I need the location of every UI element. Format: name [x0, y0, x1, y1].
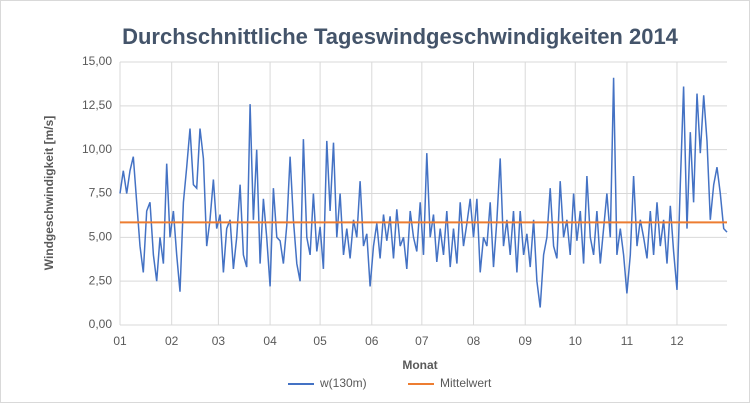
- y-tick-label: 0,00: [89, 317, 113, 331]
- x-tick-label: 09: [519, 334, 533, 348]
- x-tick-label: 05: [313, 334, 327, 348]
- y-tick-label: 12,50: [82, 98, 112, 112]
- y-tick-label: 2,50: [89, 273, 113, 287]
- legend-label: w(130m): [319, 376, 367, 390]
- y-tick-label: 10,00: [82, 142, 112, 156]
- y-tick-label: 5,00: [89, 230, 113, 244]
- y-tick-label: 15,00: [82, 54, 112, 68]
- x-tick-label: 12: [670, 334, 684, 348]
- x-tick-label: 10: [569, 334, 583, 348]
- x-axis-label: Monat: [402, 358, 437, 372]
- x-tick-label: 04: [263, 334, 277, 348]
- x-tick-label: 06: [365, 334, 379, 348]
- series-line: [119, 77, 728, 308]
- x-tick-label: 07: [415, 334, 429, 348]
- chart-title: Durchschnittliche Tageswindgeschwindigke…: [122, 24, 679, 49]
- y-tick-label: 7,50: [89, 186, 113, 200]
- legend-label: Mittelwert: [440, 376, 492, 390]
- x-tick-label: 08: [467, 334, 481, 348]
- x-tick-label: 11: [621, 334, 634, 348]
- x-tick-label: 02: [165, 334, 179, 348]
- x-tick-label: 01: [113, 334, 127, 348]
- y-axis-label: Windgeschwindigkeit [m/s]: [42, 116, 56, 271]
- x-tick-label: 03: [212, 334, 226, 348]
